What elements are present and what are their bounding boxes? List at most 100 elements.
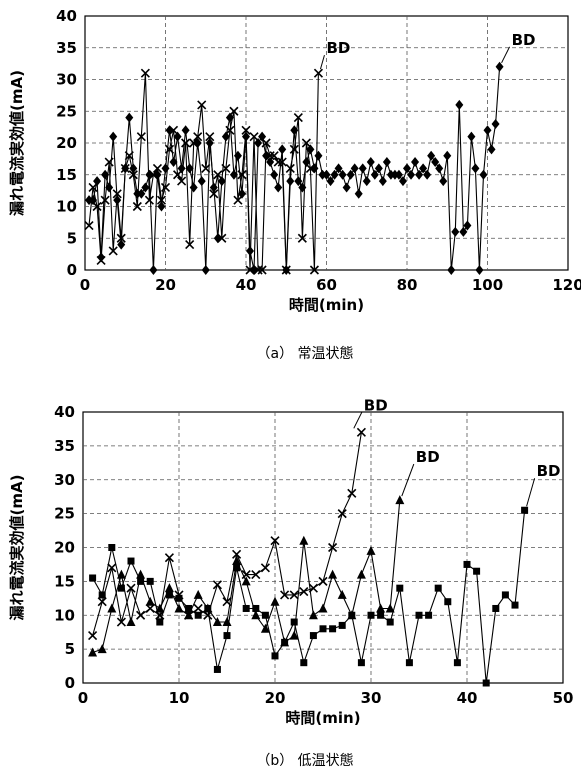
- data-point-x: [107, 563, 117, 573]
- y-tick-label: 5: [67, 229, 77, 247]
- data-point-diamond: [411, 157, 420, 168]
- data-point-triangle: [356, 569, 366, 579]
- y-tick-label: 0: [65, 674, 75, 692]
- data-point-x: [97, 597, 107, 607]
- data-point-square: [473, 567, 481, 575]
- data-point-diamond: [85, 195, 94, 206]
- x-tick-label: 20: [155, 276, 176, 294]
- data-point-x: [285, 163, 295, 173]
- data-point-triangle: [366, 545, 376, 555]
- data-point-diamond: [157, 201, 166, 212]
- caption-a: （a） 常温状態: [256, 346, 353, 362]
- data-point-triangle: [289, 630, 299, 640]
- series-2-diamond: [85, 61, 504, 275]
- bd-leader-line: [501, 46, 511, 64]
- data-point-diamond: [310, 163, 319, 174]
- data-point-square: [492, 604, 500, 612]
- data-point-square: [463, 560, 471, 568]
- y-tick-label: 35: [54, 437, 75, 455]
- data-point-diamond: [451, 226, 460, 237]
- data-point-square: [521, 506, 529, 514]
- data-point-diamond: [427, 150, 436, 161]
- data-point-x: [299, 586, 309, 597]
- y-tick-label: 20: [56, 134, 77, 152]
- data-point-x: [84, 220, 94, 231]
- data-point-diamond: [318, 169, 327, 180]
- x-tick-label: 120: [552, 276, 581, 294]
- data-point-triangle: [270, 596, 280, 606]
- series-line: [92, 510, 526, 684]
- data-point-diamond: [471, 163, 480, 174]
- data-point-square: [204, 604, 212, 612]
- data-point-diamond: [390, 169, 399, 180]
- data-point-square: [405, 659, 413, 667]
- data-point-x: [136, 610, 146, 620]
- data-point-x: [140, 68, 150, 78]
- y-tick-label: 15: [54, 572, 75, 590]
- data-point-diamond: [374, 163, 383, 174]
- data-point-diamond: [242, 131, 250, 142]
- data-point-diamond: [258, 131, 267, 142]
- bd-annotation: BD: [512, 31, 536, 49]
- data-point-square: [194, 611, 202, 619]
- bd-leader-line: [353, 412, 363, 429]
- series-3-square: [89, 506, 529, 687]
- data-point-x: [280, 590, 290, 600]
- data-point-diamond: [262, 150, 271, 161]
- x-tick-label: 40: [236, 276, 257, 294]
- data-point-square: [252, 604, 260, 612]
- data-point-x: [205, 132, 215, 142]
- series-1-x: [88, 427, 366, 641]
- data-point-square: [127, 557, 135, 565]
- x-tick-label: 20: [265, 689, 286, 707]
- data-point-diamond: [153, 169, 162, 180]
- data-point-square: [444, 598, 452, 606]
- data-point-triangle: [260, 623, 270, 633]
- data-point-diamond: [290, 125, 299, 136]
- data-point-diamond: [161, 163, 170, 174]
- data-point-diamond: [173, 131, 182, 142]
- data-point-x: [88, 631, 98, 641]
- data-point-triangle: [184, 610, 194, 620]
- data-point-square: [434, 584, 442, 592]
- data-point-triangle: [164, 583, 174, 593]
- data-point-x: [132, 201, 142, 212]
- data-point-diamond: [197, 176, 206, 187]
- x-tick-label: 10: [169, 689, 190, 707]
- data-point-diamond: [358, 163, 367, 174]
- data-point-diamond: [398, 176, 407, 187]
- data-point-square: [89, 574, 97, 582]
- data-point-x: [297, 233, 307, 243]
- data-point-square: [309, 632, 317, 640]
- data-point-diamond: [209, 182, 218, 193]
- bd-annotation: BD: [416, 448, 440, 466]
- data-point-diamond: [459, 226, 468, 237]
- data-point-diamond: [302, 157, 311, 168]
- data-point-diamond: [145, 169, 154, 180]
- data-point-x: [257, 265, 267, 275]
- bd-annotation: BD: [537, 462, 561, 480]
- data-point-triangle: [145, 596, 155, 606]
- series-line: [88, 73, 319, 271]
- data-point-diamond: [121, 163, 130, 174]
- data-point-square: [415, 611, 423, 619]
- data-point-diamond: [141, 182, 150, 193]
- data-point-diamond: [254, 138, 263, 148]
- data-point-square: [213, 665, 221, 673]
- data-point-x: [145, 603, 155, 614]
- x-tick-label: 50: [553, 689, 574, 707]
- data-point-diamond: [278, 144, 287, 155]
- data-point-diamond: [193, 138, 202, 148]
- data-point-x: [241, 570, 251, 580]
- data-point-square: [367, 611, 375, 619]
- data-point-diamond: [97, 252, 106, 263]
- data-point-diamond: [334, 163, 343, 174]
- data-point-square: [271, 652, 279, 660]
- data-point-diamond: [250, 265, 259, 275]
- data-point-x: [337, 509, 347, 519]
- data-point-x: [193, 132, 203, 142]
- data-point-diamond: [326, 176, 335, 187]
- data-point-diamond: [322, 169, 331, 180]
- data-point-x: [309, 265, 319, 275]
- data-point-diamond: [487, 144, 496, 155]
